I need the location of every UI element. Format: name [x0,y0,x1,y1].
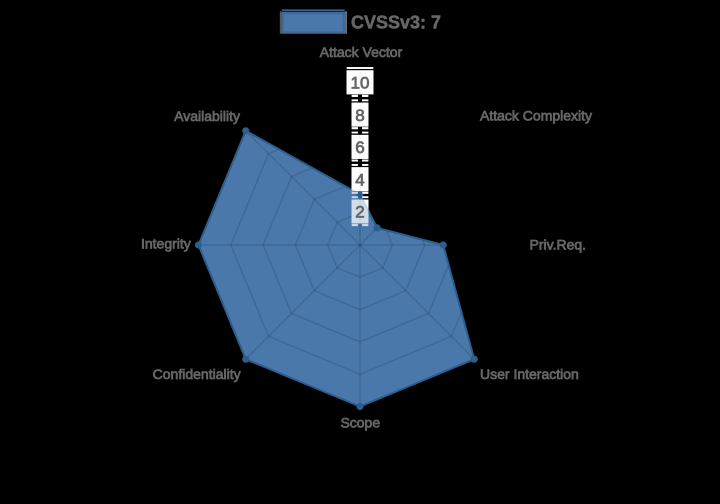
svg-text:8: 8 [355,106,364,125]
svg-text:6: 6 [355,138,364,157]
svg-text:Confidentiality: Confidentiality [153,366,241,382]
svg-text:User Interaction: User Interaction [480,366,579,382]
svg-text:Availability: Availability [174,108,240,124]
svg-text:2: 2 [355,203,364,222]
svg-text:Integrity: Integrity [141,236,191,252]
svg-text:CVSSv3: 7: CVSSv3: 7 [351,13,441,33]
svg-text:10: 10 [351,74,370,93]
svg-text:Attack Complexity: Attack Complexity [480,108,592,124]
svg-text:4: 4 [355,170,364,189]
svg-text:Priv.Req.: Priv.Req. [530,237,587,253]
svg-text:Attack Vector: Attack Vector [320,44,403,60]
svg-text:Scope: Scope [340,415,380,431]
